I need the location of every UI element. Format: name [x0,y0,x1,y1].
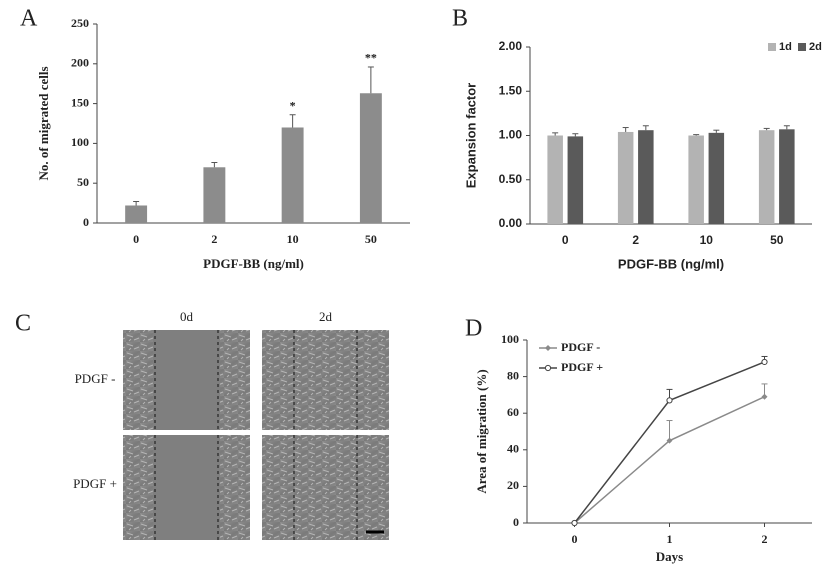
y-axis-label: Area of migration (%) [474,369,489,493]
bar [617,131,634,224]
line [574,396,765,524]
legend-marker [545,345,551,351]
cell-layer [220,435,250,540]
bar [688,135,704,224]
micrograph [262,435,389,540]
x-tick-label: 1 [667,532,673,546]
bar [779,129,795,224]
y-tick-label: 200 [71,56,89,70]
y-tick-label: 80 [507,368,519,382]
x-tick-label: 2 [762,532,768,546]
bar [281,127,304,223]
x-tick-label: 2 [211,232,217,246]
y-tick-label: 1.50 [499,83,523,97]
bar [567,136,584,224]
legend-marker [544,364,552,372]
x-tick-label: 10 [700,233,714,247]
bar [638,130,654,224]
panel-letter: A [20,6,38,32]
bar [203,167,226,223]
x-tick-label: 50 [770,233,784,247]
y-tick-label: 250 [71,16,89,30]
significance-mark: * [290,98,296,112]
bar [359,93,382,223]
y-tick-label: 0.00 [499,216,523,230]
y-tick-label: 1.00 [499,128,523,142]
y-axis-label: Expansion factor [463,83,478,188]
x-axis-label: Days [656,549,683,564]
column-label: 2d [319,309,333,324]
point [666,437,673,444]
legend-label: 2d [809,41,822,53]
legend-swatch [798,43,806,51]
micrograph [262,330,389,430]
bar [125,205,148,223]
y-tick-label: 60 [507,405,519,419]
x-tick-label: 2 [632,233,639,247]
x-tick-label: 50 [365,232,377,246]
x-axis-label: PDGF-BB (ng/ml) [203,256,304,271]
x-tick-label: 0 [133,232,139,246]
significance-mark: ** [365,51,377,65]
y-tick-label: 50 [77,175,89,189]
bar [758,130,775,224]
y-tick-label: 20 [507,478,519,492]
y-tick-label: 0.50 [499,172,523,186]
row-label: PDGF + [73,476,117,491]
y-tick-label: 150 [71,95,89,109]
panel-letter: D [465,316,482,342]
x-tick-label: 10 [287,232,299,246]
legend-label: 1d [779,41,792,53]
cell-layer [123,435,153,540]
y-tick-label: 0 [83,215,89,229]
legend-label: PDGF + [561,360,603,374]
point [761,358,768,366]
point [571,519,578,527]
panel-letter: C [15,311,31,337]
point [666,397,673,404]
cell-layer [123,330,153,430]
x-tick-label: 0 [562,233,569,247]
legend-swatch [768,43,776,51]
column-label: 0d [180,309,194,324]
legend-label: PDGF - [561,340,600,354]
y-tick-label: 40 [507,442,519,456]
y-tick-label: 100 [501,332,519,346]
y-tick-label: 100 [71,135,89,149]
cell-layer [220,330,250,430]
bar [708,132,725,224]
x-tick-label: 0 [572,532,578,546]
y-tick-label: 0 [513,515,519,529]
panel-letter: B [452,6,468,32]
y-tick-label: 2.00 [499,39,523,53]
y-axis-label: No. of migrated cells [36,66,51,180]
x-axis-label: PDGF-BB (ng/ml) [618,256,724,271]
point [761,393,768,400]
bar [547,135,563,224]
row-label: PDGF - [75,371,116,386]
